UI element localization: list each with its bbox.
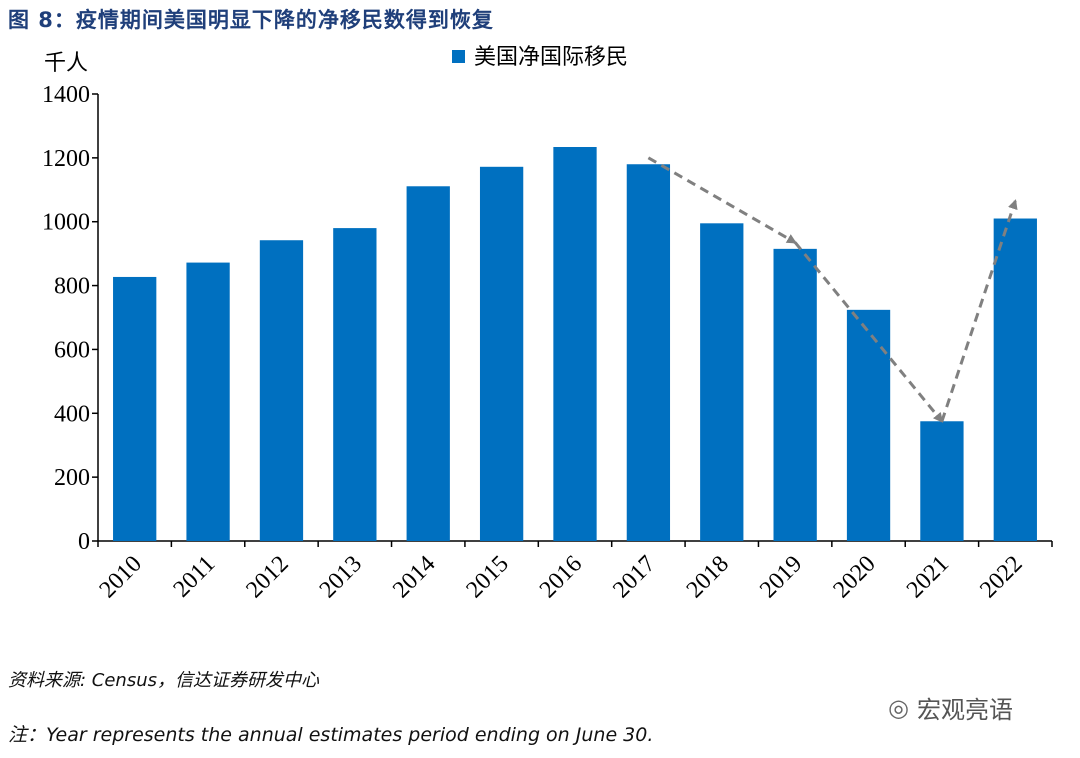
bar — [333, 228, 377, 541]
bar — [406, 186, 450, 542]
x-tick-label: 2020 — [828, 551, 880, 603]
trend-arrow — [793, 241, 944, 423]
y-tick-label: 1200 — [42, 146, 90, 172]
bar — [186, 262, 230, 541]
y-tick-label: 600 — [54, 337, 90, 363]
bar — [773, 248, 817, 541]
bar — [553, 147, 597, 541]
bar — [626, 164, 671, 541]
bar — [700, 223, 744, 541]
y-tick-label: 1400 — [42, 82, 90, 108]
legend-label: 美国净国际移民 — [474, 45, 628, 70]
bar — [846, 309, 891, 541]
wechat-icon: ◎ — [888, 693, 909, 722]
watermark: ◎ 宏观亮语 — [888, 690, 1013, 725]
x-tick-label: 2018 — [682, 551, 734, 603]
x-tick-label: 2012 — [241, 551, 293, 603]
source-note: 资料来源: Census，信达证券研发中心 — [8, 670, 319, 691]
y-axis-unit: 千人 — [44, 51, 88, 76]
x-tick-label: 2014 — [388, 551, 440, 603]
bar — [993, 218, 1037, 541]
y-tick-label: 200 — [54, 465, 90, 491]
bar-chart: 美国净国际移民 千人 0 200 400 600 800 1000 1200 1400 201… — [42, 45, 1053, 603]
bar — [920, 421, 964, 541]
y-tick-label: 800 — [54, 274, 90, 300]
y-tick-label: 400 — [54, 401, 90, 427]
bar — [259, 240, 304, 542]
y-tick-label: 1000 — [42, 210, 90, 236]
x-tick-label: 2019 — [755, 551, 807, 603]
trend-arrow — [940, 199, 1018, 422]
x-tick-label: 2022 — [975, 551, 1027, 603]
legend-swatch — [452, 50, 465, 63]
x-tick-label: 2010 — [95, 551, 147, 603]
trend-arrow — [647, 156, 797, 244]
x-tick-label: 2021 — [902, 551, 954, 603]
chart-title: 图 8：疫情期间美国明显下降的净移民数得到恢复 — [8, 8, 494, 32]
x-tick-label: 2017 — [608, 551, 660, 603]
bar — [479, 166, 524, 541]
x-tick-label: 2015 — [462, 551, 514, 603]
bar — [113, 276, 157, 541]
y-tick-label: 0 — [78, 529, 90, 555]
watermark-text: 宏观亮语 — [916, 696, 1013, 724]
x-tick-label: 2013 — [315, 551, 367, 603]
footnote: 注：Year represents the annual estimates p… — [8, 724, 654, 746]
x-tick-label: 2016 — [535, 551, 587, 603]
x-tick-label: 2011 — [169, 551, 221, 603]
